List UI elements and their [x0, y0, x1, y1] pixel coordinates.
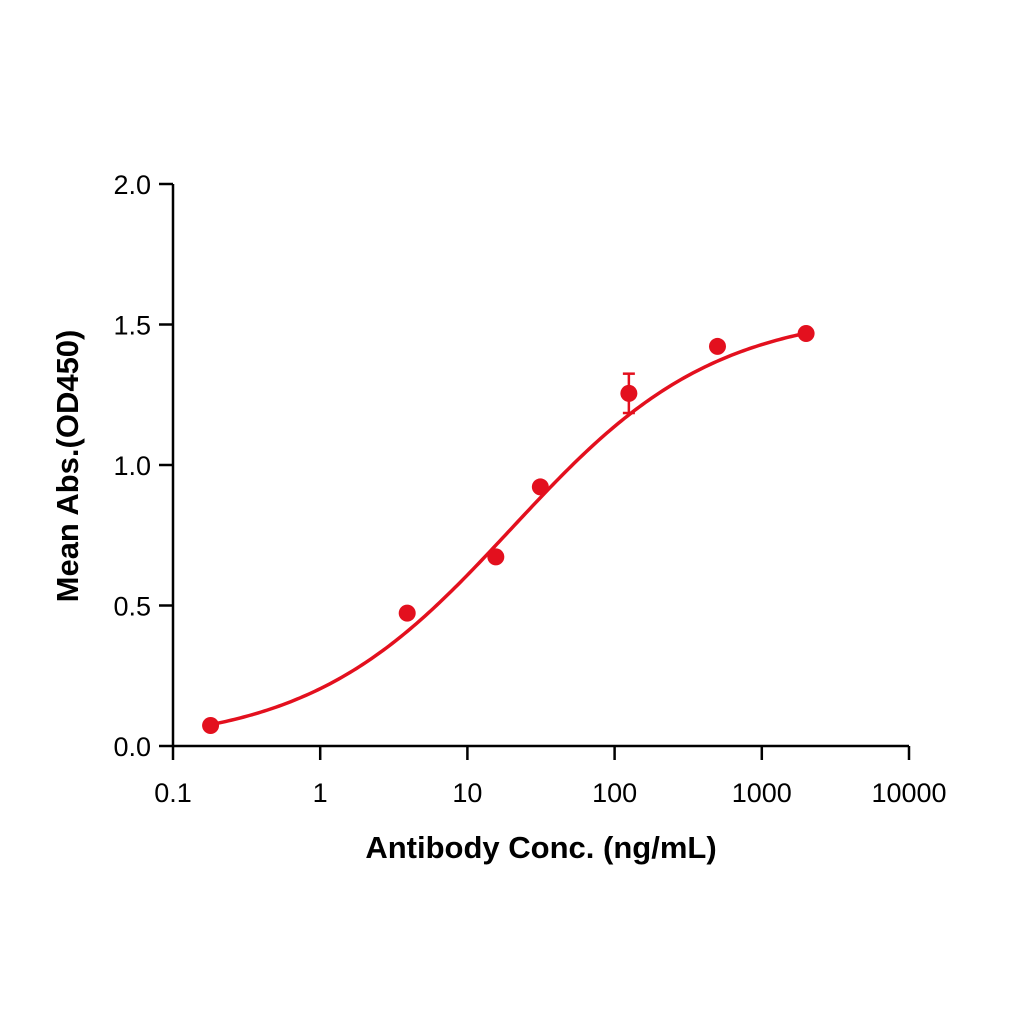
x-tick-label: 1000	[732, 778, 792, 808]
x-ticks: 0.1 1 10 100 1000 10000	[154, 746, 947, 808]
data-point	[398, 604, 416, 622]
data-point	[620, 384, 638, 402]
data-points	[202, 324, 815, 734]
y-axis-title: Mean Abs.(OD450)	[50, 330, 85, 603]
x-tick-label: 0.1	[154, 778, 192, 808]
y-tick-label: 0.0	[113, 732, 151, 762]
x-tick-label: 10	[452, 778, 482, 808]
axes	[171, 184, 909, 748]
y-ticks: 0.0 0.5 1.0 1.5 2.0	[113, 170, 173, 762]
y-tick-label: 1.5	[113, 311, 151, 341]
y-tick-label: 2.0	[113, 170, 151, 200]
data-point	[531, 478, 549, 496]
x-tick-label: 10000	[871, 778, 946, 808]
x-axis-title: Antibody Conc. (ng/mL)	[365, 830, 716, 865]
data-point	[487, 548, 505, 566]
data-point	[708, 337, 726, 355]
data-point	[202, 716, 220, 734]
data-point	[797, 324, 815, 342]
x-tick-label: 100	[592, 778, 637, 808]
x-tick-label: 1	[313, 778, 328, 808]
y-tick-label: 0.5	[113, 592, 151, 622]
y-tick-label: 1.0	[113, 451, 151, 481]
fit-curve	[210, 331, 807, 727]
fit-curve-layer	[210, 331, 807, 727]
